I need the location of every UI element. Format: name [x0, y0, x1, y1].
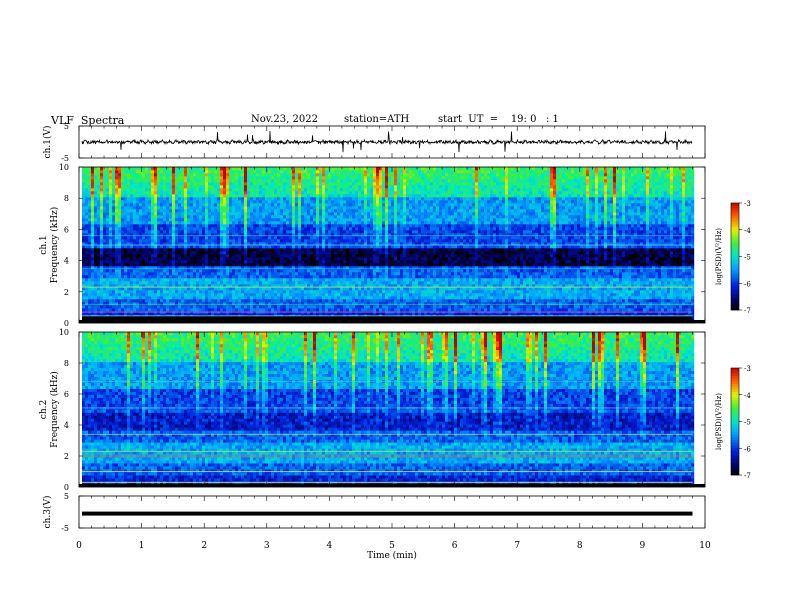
- ch1-spectrogram-panel: 0 2 4 6 8 10 ch.1 Frequency (kHz): [39, 163, 706, 328]
- ch1-waveform-panel: 5 -5 ch.1(V): [42, 122, 706, 163]
- ch1-trace: [81, 131, 693, 153]
- ch3-waveform-panel: 5 -5 ch.3(V): [42, 492, 706, 533]
- colorbar-tick-3: -6: [744, 280, 751, 288]
- xtick-label-0: 0: [76, 541, 82, 551]
- xtick-label-8: 8: [577, 541, 583, 551]
- xtick-label-10: 10: [699, 541, 711, 551]
- ylabel: ch.1(V): [42, 126, 53, 159]
- start-ut-label: start UT = 19: 0 : 1: [438, 114, 559, 125]
- chart-title: VLF Spectra: [51, 114, 124, 127]
- ytick-label-0: 5: [64, 492, 69, 501]
- colorbar-label: log(PSD)(V²/Hz): [715, 228, 723, 285]
- ytick-label-5: 10: [59, 328, 69, 337]
- ytick-label-3: 6: [64, 390, 69, 399]
- xtick-label-6: 6: [452, 541, 458, 551]
- ch3-trace: [82, 511, 693, 516]
- colorbar-tick-4: -7: [744, 307, 751, 315]
- colorbar-tick-2: -5: [744, 254, 751, 262]
- ch2-colorbar: -3 -4 -5 -6 -7 log(PSD)(V²/Hz): [715, 365, 751, 480]
- ytick-label-1: -5: [61, 524, 69, 533]
- ytick-label-2: 4: [64, 421, 69, 430]
- ylabel: ch.3(V): [42, 496, 53, 529]
- date-label: Nov.23, 2022: [251, 114, 318, 125]
- colorbar-tick-0: -3: [744, 365, 751, 373]
- ylabel: Frequency (kHz): [49, 371, 60, 448]
- colorbar-label: log(PSD)(V²/Hz): [715, 393, 723, 450]
- xtick-label-2: 2: [201, 541, 207, 551]
- channel-label: ch.1: [39, 235, 49, 254]
- ytick-label-4: 8: [64, 359, 69, 368]
- colorbar-tick-3: -6: [744, 445, 751, 453]
- ytick-label-1: 2: [64, 288, 69, 297]
- colorbar-tick-0: -3: [744, 200, 751, 208]
- ytick-label-4: 8: [64, 194, 69, 203]
- xtick-label-3: 3: [264, 541, 270, 551]
- colorbar-tick-2: -5: [744, 419, 751, 427]
- ylabel: Frequency (kHz): [49, 207, 60, 284]
- ytick-label-0: 5: [64, 122, 69, 131]
- colorbar-tick-4: -7: [744, 472, 751, 480]
- ytick-label-5: 10: [59, 163, 69, 172]
- ytick-label-3: 6: [64, 225, 69, 234]
- ch1-colorbar: -3 -4 -5 -6 -7 log(PSD)(V²/Hz): [715, 200, 751, 315]
- channel-label: ch.2: [39, 400, 49, 419]
- xtick-label-5: 5: [389, 541, 395, 551]
- ytick-label-1: -5: [61, 154, 69, 163]
- colorbar-tick-1: -4: [744, 392, 751, 400]
- xtick-label-4: 4: [327, 541, 333, 551]
- xtick-label-7: 7: [514, 541, 520, 551]
- ytick-label-2: 4: [64, 257, 69, 266]
- ytick-label-0: 0: [64, 319, 69, 328]
- xtick-label-1: 1: [139, 541, 145, 551]
- colorbar-tick-1: -4: [744, 227, 751, 235]
- station-label: station=ATH: [344, 114, 409, 125]
- ytick-label-0: 0: [64, 483, 69, 492]
- ch2-spectrogram-panel: 0 2 4 6 8 10 ch.2 Frequency (kHz): [39, 328, 706, 492]
- time-axis: 0 1 2 3 4 5 6 7 8 9 10 Time (min): [76, 541, 711, 561]
- xlabel: Time (min): [367, 550, 417, 561]
- ytick-label-1: 2: [64, 452, 69, 461]
- xtick-label-9: 9: [640, 541, 646, 551]
- baseline-band: [82, 316, 693, 321]
